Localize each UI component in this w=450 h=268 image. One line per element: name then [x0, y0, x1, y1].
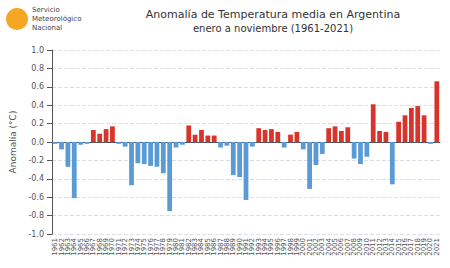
- svg-text:2008: 2008: [350, 238, 359, 256]
- svg-text:Servicio: Servicio: [32, 6, 60, 14]
- svg-text:Anomalía de Temperatura media: Anomalía de Temperatura media en Argenti…: [146, 8, 400, 21]
- svg-text:1980: 1980: [172, 238, 180, 256]
- svg-text:1995: 1995: [267, 238, 276, 256]
- svg-text:2021: 2021: [433, 238, 441, 256]
- svg-text:1981: 1981: [178, 238, 187, 256]
- svg-text:1.0: 1.0: [31, 46, 44, 55]
- svg-text:1971: 1971: [114, 238, 123, 256]
- svg-text:Anomalía (°C): Anomalía (°C): [8, 111, 18, 174]
- svg-text:1997: 1997: [280, 238, 289, 256]
- svg-text:2005: 2005: [331, 238, 339, 256]
- svg-text:2006: 2006: [337, 238, 346, 256]
- svg-text:1970: 1970: [108, 238, 117, 256]
- svg-text:-0.8: -0.8: [28, 211, 44, 220]
- svg-text:1977: 1977: [153, 238, 161, 256]
- svg-text:2001: 2001: [305, 238, 314, 256]
- svg-text:2003: 2003: [318, 238, 327, 256]
- svg-text:1990: 1990: [235, 238, 244, 256]
- svg-text:1965: 1965: [76, 238, 85, 256]
- svg-text:1992: 1992: [248, 238, 257, 256]
- svg-text:1976: 1976: [146, 238, 155, 256]
- svg-text:2011: 2011: [369, 238, 378, 256]
- svg-text:2015: 2015: [394, 238, 403, 256]
- svg-text:Meteorológico: Meteorológico: [32, 15, 81, 23]
- svg-text:0.6: 0.6: [31, 82, 44, 91]
- svg-text:2000: 2000: [299, 238, 308, 256]
- svg-text:1983: 1983: [191, 238, 200, 256]
- svg-text:1982: 1982: [184, 238, 193, 256]
- svg-text:-0.6: -0.6: [28, 193, 44, 202]
- svg-text:2010: 2010: [362, 238, 371, 256]
- svg-text:1968: 1968: [95, 238, 104, 256]
- svg-text:1964: 1964: [70, 238, 79, 256]
- svg-text:2013: 2013: [381, 238, 390, 256]
- svg-text:1993: 1993: [254, 238, 263, 256]
- svg-text:1966: 1966: [83, 238, 91, 256]
- svg-text:-0.2: -0.2: [28, 156, 44, 165]
- svg-text:2018: 2018: [413, 238, 422, 256]
- svg-text:Nacional: Nacional: [32, 24, 62, 32]
- svg-text:1998: 1998: [286, 238, 295, 256]
- svg-text:-1.0: -1.0: [28, 230, 44, 239]
- svg-text:0.0: 0.0: [31, 138, 44, 147]
- svg-text:0.8: 0.8: [31, 64, 44, 73]
- svg-text:1996: 1996: [273, 238, 282, 256]
- svg-text:enero a noviembre (1961-2021): enero a noviembre (1961-2021): [193, 23, 353, 34]
- svg-text:1999: 1999: [292, 238, 301, 256]
- svg-text:1972: 1972: [121, 238, 130, 256]
- svg-text:2020: 2020: [426, 238, 435, 256]
- svg-text:2017: 2017: [407, 238, 416, 256]
- svg-text:1969: 1969: [102, 238, 111, 256]
- svg-text:1963: 1963: [63, 238, 72, 256]
- svg-text:2019: 2019: [420, 238, 429, 256]
- svg-text:1989: 1989: [229, 238, 238, 256]
- svg-text:1975: 1975: [140, 238, 149, 256]
- svg-text:1961: 1961: [51, 238, 60, 256]
- svg-text:0.2: 0.2: [31, 119, 44, 128]
- svg-text:1967: 1967: [89, 238, 98, 256]
- svg-text:2012: 2012: [375, 238, 384, 256]
- svg-text:0.4: 0.4: [31, 101, 44, 110]
- svg-text:1973: 1973: [127, 238, 136, 256]
- svg-text:1962: 1962: [57, 238, 66, 256]
- svg-text:1988: 1988: [222, 238, 231, 256]
- svg-text:1978: 1978: [159, 238, 168, 256]
- svg-text:2009: 2009: [356, 238, 365, 256]
- svg-text:1985: 1985: [203, 238, 212, 256]
- svg-text:2007: 2007: [343, 238, 352, 256]
- svg-text:1994: 1994: [261, 238, 270, 256]
- svg-text:1974: 1974: [133, 238, 142, 256]
- svg-text:2004: 2004: [324, 238, 333, 256]
- svg-text:1984: 1984: [197, 238, 206, 256]
- svg-text:1986: 1986: [210, 238, 219, 256]
- svg-text:-0.4: -0.4: [28, 174, 44, 183]
- svg-text:2016: 2016: [401, 238, 409, 256]
- svg-text:2014: 2014: [388, 238, 397, 256]
- svg-text:2002: 2002: [312, 238, 320, 256]
- svg-text:1987: 1987: [216, 238, 225, 256]
- svg-text:1979: 1979: [165, 238, 174, 256]
- svg-text:1991: 1991: [242, 238, 250, 256]
